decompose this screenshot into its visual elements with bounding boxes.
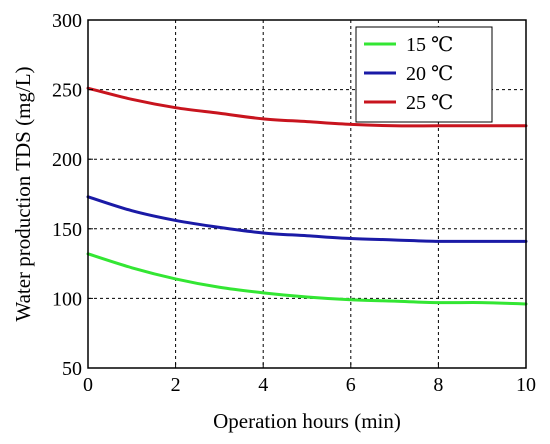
x-tick-label: 2 [171, 374, 181, 396]
y-tick-label: 150 [52, 219, 82, 241]
legend: 15 ℃ 20 ℃ 25 ℃ [355, 26, 493, 123]
series-line-2 [86, 195, 528, 243]
x-tick-label: 8 [433, 374, 443, 396]
series-line-1 [86, 252, 528, 306]
x-tick-label: 0 [83, 374, 93, 396]
axis-ticks: 0 2 4 6 8 10 50 100 150 200 250 300 [52, 10, 536, 396]
y-tick-label: 200 [52, 149, 82, 171]
x-tick-label: 6 [346, 374, 356, 396]
x-axis-title: Operation hours (min) [213, 409, 401, 433]
y-tick-label: 50 [62, 358, 82, 380]
plot-frame [87, 19, 527, 369]
y-axis-title: Water production TDS (mg/L) [11, 66, 35, 321]
legend-label: 15 ℃ [406, 34, 453, 56]
series-line-3 [86, 86, 528, 128]
x-tick-label: 10 [516, 374, 536, 396]
y-tick-label: 300 [52, 10, 82, 32]
x-tick-label: 4 [258, 374, 268, 396]
y-tick-label: 250 [52, 80, 82, 102]
legend-label: 20 ℃ [406, 63, 453, 85]
series-lines [86, 86, 528, 306]
legend-label: 25 ℃ [406, 92, 453, 114]
y-tick-label: 100 [52, 288, 82, 310]
